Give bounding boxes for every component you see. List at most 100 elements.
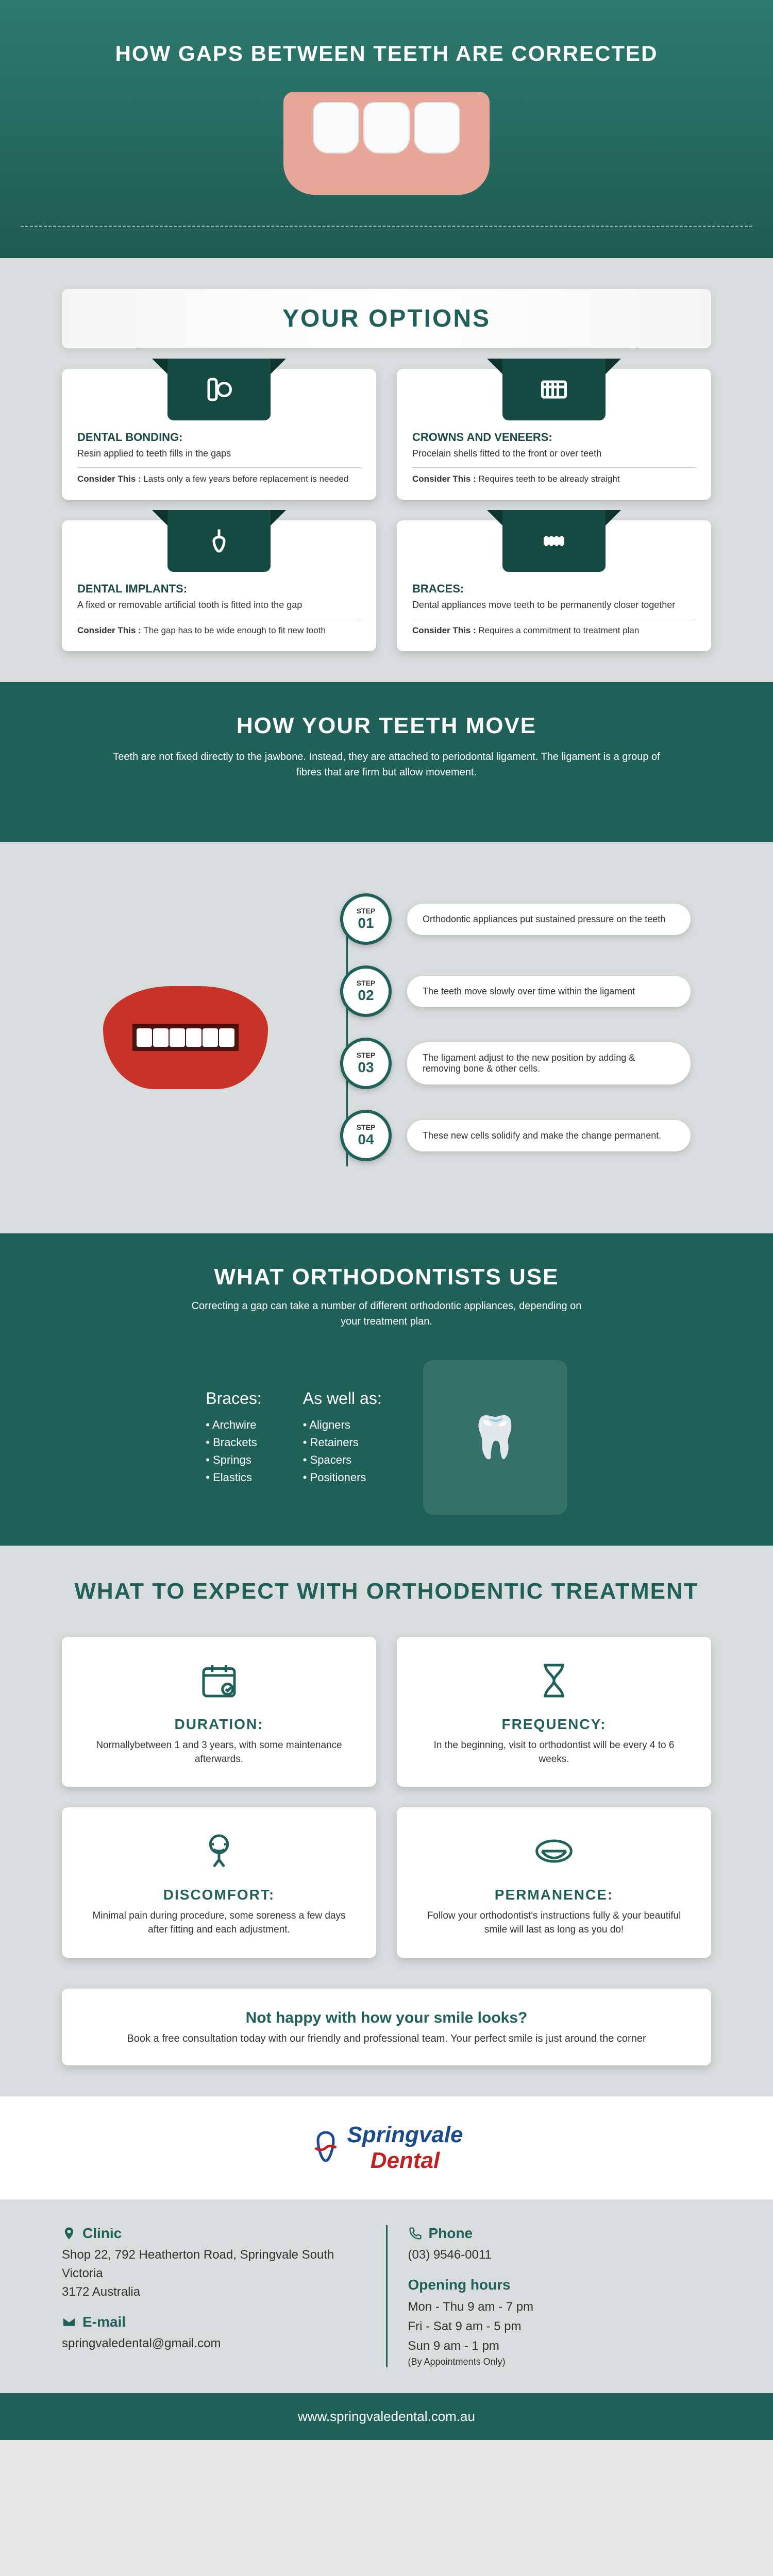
- footer: www.springvaledental.com.au: [0, 2393, 773, 2440]
- hours-note: (By Appointments Only): [408, 2357, 712, 2367]
- step-item: STEP 04 These new cells solidify and mak…: [340, 1110, 691, 1161]
- card-title: CROWNS AND VENEERS:: [412, 431, 696, 444]
- email-address: springvaledental@gmail.com: [62, 2334, 365, 2353]
- card-consider: Consider This : The gap has to be wide e…: [77, 625, 361, 636]
- card-desc: Procelain shells fitted to the front or …: [412, 448, 696, 459]
- logo-section: SpringvaleDental: [0, 2096, 773, 2199]
- email-label: E-mail: [62, 2314, 365, 2330]
- tooth-icon: [414, 102, 460, 154]
- ortho-title: WHAT ORTHODONTISTS USE: [62, 1264, 711, 1290]
- mouth-icon: [103, 986, 268, 1089]
- card-tab: [167, 510, 271, 572]
- expect-section: WHAT TO EXPECT WITH ORTHODENTIC TREATMEN…: [0, 1546, 773, 2096]
- options-section: YOUR OPTIONS DENTAL BONDING: Resin appli…: [0, 258, 773, 682]
- expect-card-text: Minimal pain during procedure, some sore…: [82, 1909, 356, 1937]
- expect-card: FREQUENCY: In the beginning, visit to or…: [397, 1637, 711, 1787]
- phone-label: Phone: [408, 2225, 712, 2242]
- card-tab: [502, 510, 606, 572]
- option-card: DENTAL BONDING: Resin applied to teeth f…: [62, 369, 376, 500]
- infographic-page: HOW GAPS BETWEEN TEETH ARE CORRECTED YOU…: [0, 0, 773, 2440]
- expect-card-text: Normallybetween 1 and 3 years, with some…: [82, 1739, 356, 1766]
- expect-card-title: PERMANENCE:: [417, 1887, 691, 1903]
- step-item: STEP 03 The ligament adjust to the new p…: [340, 1038, 691, 1089]
- calendar-icon: [196, 1657, 242, 1704]
- cta-title: Not happy with how your smile looks?: [82, 2009, 691, 2027]
- step-bubble: STEP 04: [340, 1110, 392, 1161]
- footer-url: www.springvaledental.com.au: [15, 2409, 758, 2425]
- hero-title: HOW GAPS BETWEEN TEETH ARE CORRECTED: [21, 41, 752, 66]
- phone-number: (03) 9546-0011: [408, 2246, 712, 2264]
- step-text: The teeth move slowly over time within t…: [407, 976, 691, 1007]
- step-item: STEP 01 Orthodontic appliances put susta…: [340, 893, 691, 945]
- phone-icon: [408, 2226, 423, 2241]
- card-tab: [502, 359, 606, 420]
- discomfort-icon: [196, 1828, 242, 1874]
- email-icon: [62, 2315, 76, 2329]
- clinic-label: Clinic: [62, 2225, 365, 2242]
- step-text: Orthodontic appliances put sustained pre…: [407, 904, 691, 935]
- step-bubble: STEP 02: [340, 965, 392, 1017]
- bonding-icon: [204, 374, 234, 405]
- hero-section: HOW GAPS BETWEEN TEETH ARE CORRECTED: [0, 0, 773, 258]
- step-item: STEP 02 The teeth move slowly over time …: [340, 965, 691, 1017]
- well-items: Aligners Retainers Spacers Positioners: [303, 1416, 382, 1486]
- cta-box: Not happy with how your smile looks? Boo…: [62, 1989, 711, 2065]
- contact-section: Clinic Shop 22, 792 Heatherton Road, Spr…: [0, 2199, 773, 2393]
- move-steps-section: STEP 01 Orthodontic appliances put susta…: [0, 842, 773, 1233]
- expect-card: DISCOMFORT: Minimal pain during procedur…: [62, 1807, 376, 1957]
- expect-card: DURATION: Normallybetween 1 and 3 years,…: [62, 1637, 376, 1787]
- implant-icon: [204, 526, 234, 556]
- ortho-section: WHAT ORTHODONTISTS USE Correcting a gap …: [0, 1233, 773, 1546]
- expect-card-text: In the beginning, visit to orthodontist …: [417, 1739, 691, 1766]
- ortho-sub: Correcting a gap can take a number of di…: [180, 1298, 593, 1329]
- clinic-address: Shop 22, 792 Heatherton Road, Springvale…: [62, 2246, 365, 2301]
- divider: [386, 2225, 388, 2367]
- step-bubble: STEP 03: [340, 1038, 392, 1089]
- move-content: STEP 01 Orthodontic appliances put susta…: [62, 873, 711, 1202]
- divider: [21, 226, 752, 227]
- hours-row: Fri - Sat 9 am - 5 pm: [408, 2317, 712, 2336]
- move-section: HOW YOUR TEETH MOVE Teeth are not fixed …: [0, 682, 773, 842]
- mouth-illustration: [82, 965, 289, 1110]
- divider: [412, 467, 696, 468]
- expect-grid: DURATION: Normallybetween 1 and 3 years,…: [62, 1637, 711, 1957]
- ortho-lists: Braces: Archwire Brackets Springs Elasti…: [206, 1389, 381, 1486]
- option-card: CROWNS AND VENEERS: Procelain shells fit…: [397, 369, 711, 500]
- options-banner: YOUR OPTIONS: [62, 289, 711, 348]
- options-grid: DENTAL BONDING: Resin applied to teeth f…: [62, 369, 711, 651]
- teeth-illustration: [283, 92, 490, 195]
- card-title: DENTAL BONDING:: [77, 431, 361, 444]
- cta-text: Book a free consultation today with our …: [82, 2033, 691, 2045]
- step-bubble: STEP 01: [340, 893, 392, 945]
- card-title: DENTAL IMPLANTS:: [77, 582, 361, 596]
- card-title: BRACES:: [412, 582, 696, 596]
- step-text: The ligament adjust to the new position …: [407, 1042, 691, 1084]
- card-desc: A fixed or removable artificial tooth is…: [77, 600, 361, 611]
- hourglass-icon: [531, 1657, 577, 1704]
- tooth-icon: [313, 102, 359, 154]
- expect-card: PERMANENCE: Follow your orthodontist's i…: [397, 1807, 711, 1957]
- divider: [77, 467, 361, 468]
- location-icon: [62, 2226, 76, 2241]
- crown-icon: [539, 374, 569, 405]
- smile-icon: [531, 1828, 577, 1874]
- expect-title: WHAT TO EXPECT WITH ORTHODENTIC TREATMEN…: [62, 1577, 711, 1606]
- tooth-icon: [363, 102, 410, 154]
- card-consider: Consider This : Requires teeth to be alr…: [412, 474, 696, 484]
- card-consider: Consider This : Lasts only a few years b…: [77, 474, 361, 484]
- step-text: These new cells solidify and make the ch…: [407, 1120, 691, 1151]
- tooth-collage-icon: 🦷: [423, 1360, 567, 1515]
- braces-icon: [539, 526, 569, 556]
- contact-right: Phone (03) 9546-0011 Opening hours Mon -…: [408, 2225, 712, 2367]
- braces-items: Archwire Brackets Springs Elastics: [206, 1416, 261, 1486]
- expect-card-text: Follow your orthodontist's instructions …: [417, 1909, 691, 1937]
- move-intro: Teeth are not fixed directly to the jawb…: [103, 749, 670, 780]
- option-card: DENTAL IMPLANTS: A fixed or removable ar…: [62, 520, 376, 651]
- card-consider: Consider This : Requires a commitment to…: [412, 625, 696, 636]
- card-tab: [167, 359, 271, 420]
- card-desc: Resin applied to teeth fills in the gaps: [77, 448, 361, 459]
- tooth-logo-icon: [310, 2130, 341, 2166]
- expect-card-title: FREQUENCY:: [417, 1716, 691, 1733]
- option-card: BRACES: Dental appliances move teeth to …: [397, 520, 711, 651]
- braces-list: Braces: Archwire Brackets Springs Elasti…: [206, 1389, 261, 1486]
